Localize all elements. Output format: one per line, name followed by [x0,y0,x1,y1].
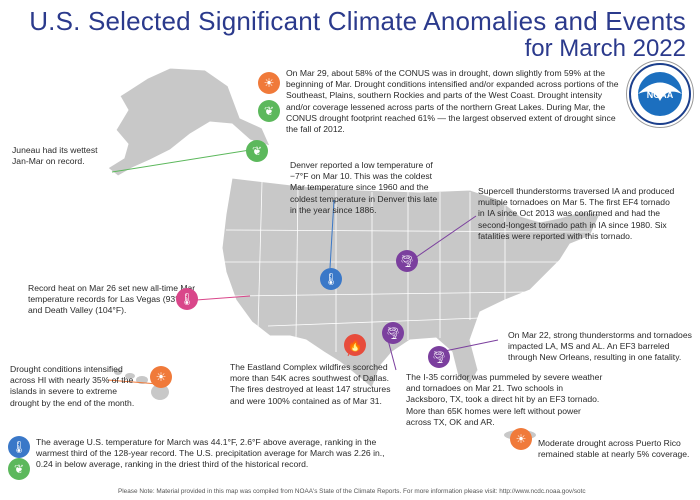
alaska-shape [107,67,271,177]
thermometer-icon: 🌡 [8,436,30,458]
raindrops-icon: ❦ [8,458,30,480]
denver-annotation: Denver reported a low temperature of −7°… [290,160,438,215]
raindrops-icon: ❦ [246,140,268,162]
svg-text:NOAA: NOAA [647,90,674,100]
footnote: Please Note: Material provided in this m… [118,488,586,495]
heat-annotation: Record heat on Mar 26 set new all-time M… [28,283,196,316]
iowa-tornado-annotation: Supercell thunderstorms traversed IA and… [478,186,675,241]
raindrops-icon: ❦ [258,100,280,122]
thermometer-icon: 🌡 [176,288,198,310]
i35-annotation: The I-35 corridor was pummeled by severe… [406,372,603,427]
tornado-icon: 🌪 [428,346,450,368]
sun-icon: ☀ [258,72,280,94]
leader-lines [107,149,499,385]
eastland-fire-annotation: The Eastland Complex wildfires scorched … [230,362,391,406]
sun-icon: ☀ [510,428,532,450]
map-subtitle: for March 2022 [524,35,686,62]
fire-icon: 🔥 [344,334,366,356]
puerto-rico-annotation: Moderate drought across Puerto Rico rema… [538,438,690,460]
new-orleans-annotation: On Mar 22, strong thunderstorms and torn… [508,330,692,363]
noaa-logo: NOAA [626,60,694,128]
hawaii-drought-annotation: Drought conditions intensified across HI… [10,364,135,408]
thermometer-icon: 🌡 [320,268,342,290]
tornado-icon: 🌪 [382,322,404,344]
state-borders [222,181,591,370]
juneau-annotation: Juneau had its wettest Jan-Mar on record… [12,145,98,167]
tornado-icon: 🌪 [396,250,418,272]
temperature-precipitation-summary: The average U.S. temperature for March w… [36,437,385,470]
drought-annotation: On Mar 29, about 58% of the CONUS was in… [286,68,619,135]
map-title: U.S. Selected Significant Climate Anomal… [29,6,686,36]
sun-icon: ☀ [150,366,172,388]
